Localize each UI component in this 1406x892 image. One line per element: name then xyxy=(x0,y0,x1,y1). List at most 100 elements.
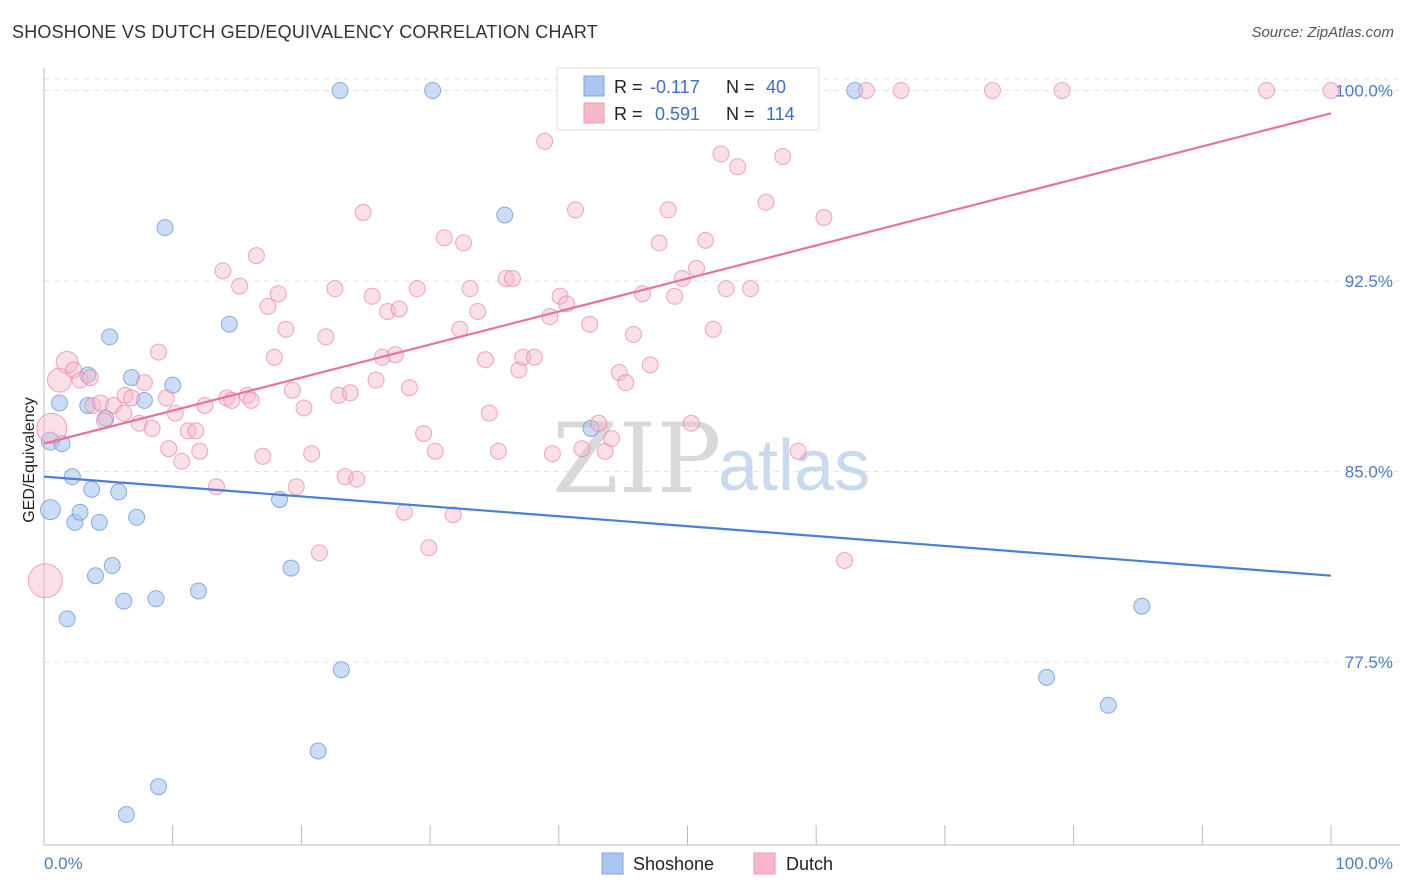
point-dutch xyxy=(426,442,444,460)
point-dutch xyxy=(641,356,659,374)
legend-r-label-shoshone: R = xyxy=(614,77,643,97)
point-dutch xyxy=(476,351,494,369)
point-shoshone xyxy=(220,315,238,333)
point-dutch xyxy=(815,209,833,227)
point-dutch xyxy=(207,478,225,496)
point-dutch xyxy=(1258,81,1276,99)
point-dutch xyxy=(836,551,854,569)
x-tick-label-max: 100.0% xyxy=(1335,854,1393,873)
source-label: Source: ZipAtlas.com xyxy=(1251,24,1394,41)
grid-lines xyxy=(44,78,1400,663)
point-dutch xyxy=(191,442,209,460)
point-dutch xyxy=(143,419,161,437)
legend-n-value-shoshone: 40 xyxy=(766,77,786,97)
point-dutch xyxy=(277,320,295,338)
y-tick-label: 100.0% xyxy=(1335,81,1393,100)
point-dutch xyxy=(265,348,283,366)
point-dutch xyxy=(367,371,385,389)
point-shoshone xyxy=(101,328,119,346)
point-shoshone xyxy=(90,513,108,531)
legend-n-label-dutch: N = xyxy=(726,104,755,124)
point-dutch xyxy=(525,348,543,366)
point-dutch xyxy=(150,343,168,361)
legend-swatch-bottom-dutch xyxy=(753,852,776,875)
point-shoshone xyxy=(50,394,68,412)
data-points xyxy=(27,81,1340,824)
point-shoshone xyxy=(424,81,442,99)
point-dutch xyxy=(317,328,335,346)
legend-swatch-shoshone xyxy=(583,75,605,97)
point-dutch xyxy=(617,374,635,392)
series-legend: Shoshone Dutch xyxy=(601,852,833,875)
point-dutch xyxy=(455,234,473,252)
point-shoshone xyxy=(1099,696,1117,714)
point-dutch xyxy=(401,379,419,397)
point-dutch xyxy=(590,414,608,432)
point-dutch xyxy=(390,300,408,318)
point-dutch xyxy=(269,285,287,303)
point-dutch xyxy=(541,308,559,326)
point-shoshone xyxy=(332,661,350,679)
point-dutch xyxy=(81,369,99,387)
point-dutch xyxy=(469,303,487,321)
point-dutch xyxy=(650,234,668,252)
point-dutch xyxy=(348,470,366,488)
point-dutch xyxy=(310,544,328,562)
point-shoshone xyxy=(86,567,104,585)
point-shoshone xyxy=(110,483,128,501)
point-dutch xyxy=(581,315,599,333)
point-dutch xyxy=(697,231,715,249)
y-tick-label: 77.5% xyxy=(1345,653,1393,672)
legend-n-label-shoshone: N = xyxy=(726,77,755,97)
point-dutch xyxy=(354,203,372,221)
point-dutch xyxy=(497,269,515,287)
point-dutch xyxy=(254,447,272,465)
point-dutch xyxy=(624,325,642,343)
point-dutch xyxy=(536,132,554,150)
point-shoshone xyxy=(128,508,146,526)
point-dutch xyxy=(603,430,621,448)
legend-swatch-bottom-shoshone xyxy=(601,852,624,875)
point-dutch xyxy=(704,320,722,338)
point-dutch xyxy=(567,201,585,219)
point-dutch xyxy=(729,158,747,176)
point-shoshone xyxy=(282,559,300,577)
point-shoshone xyxy=(1133,597,1151,615)
point-dutch xyxy=(36,412,68,444)
point-dutch xyxy=(363,287,381,305)
x-tick-label-min: 0.0% xyxy=(44,854,83,873)
point-dutch xyxy=(415,424,433,442)
point-dutch xyxy=(408,280,426,298)
point-dutch xyxy=(510,361,528,379)
point-dutch xyxy=(435,229,453,247)
trend-lines xyxy=(43,112,1332,577)
point-shoshone xyxy=(331,81,349,99)
point-dutch xyxy=(480,404,498,422)
point-dutch xyxy=(259,297,277,315)
point-shoshone xyxy=(63,468,81,486)
trend-line-dutch xyxy=(43,112,1332,445)
point-dutch xyxy=(543,445,561,463)
point-dutch xyxy=(659,201,677,219)
legend-r-value-shoshone: -0.117 xyxy=(650,77,700,97)
point-dutch xyxy=(712,145,730,163)
point-dutch xyxy=(420,539,438,557)
point-dutch xyxy=(857,81,875,99)
point-dutch xyxy=(461,280,479,298)
legend-r-value-dutch: 0.591 xyxy=(655,104,700,124)
y-tick-label: 92.5% xyxy=(1345,272,1393,291)
point-dutch xyxy=(774,148,792,166)
point-shoshone xyxy=(79,397,97,415)
point-dutch xyxy=(46,367,72,393)
point-shoshone xyxy=(117,806,135,824)
point-dutch xyxy=(573,440,591,458)
point-dutch xyxy=(123,389,141,407)
point-dutch xyxy=(287,478,305,496)
point-shoshone xyxy=(147,590,165,608)
point-dutch xyxy=(757,193,775,211)
point-shoshone xyxy=(1038,668,1056,686)
point-dutch xyxy=(135,374,153,392)
point-shoshone xyxy=(103,557,121,575)
point-dutch xyxy=(71,371,89,389)
point-dutch xyxy=(984,81,1002,99)
